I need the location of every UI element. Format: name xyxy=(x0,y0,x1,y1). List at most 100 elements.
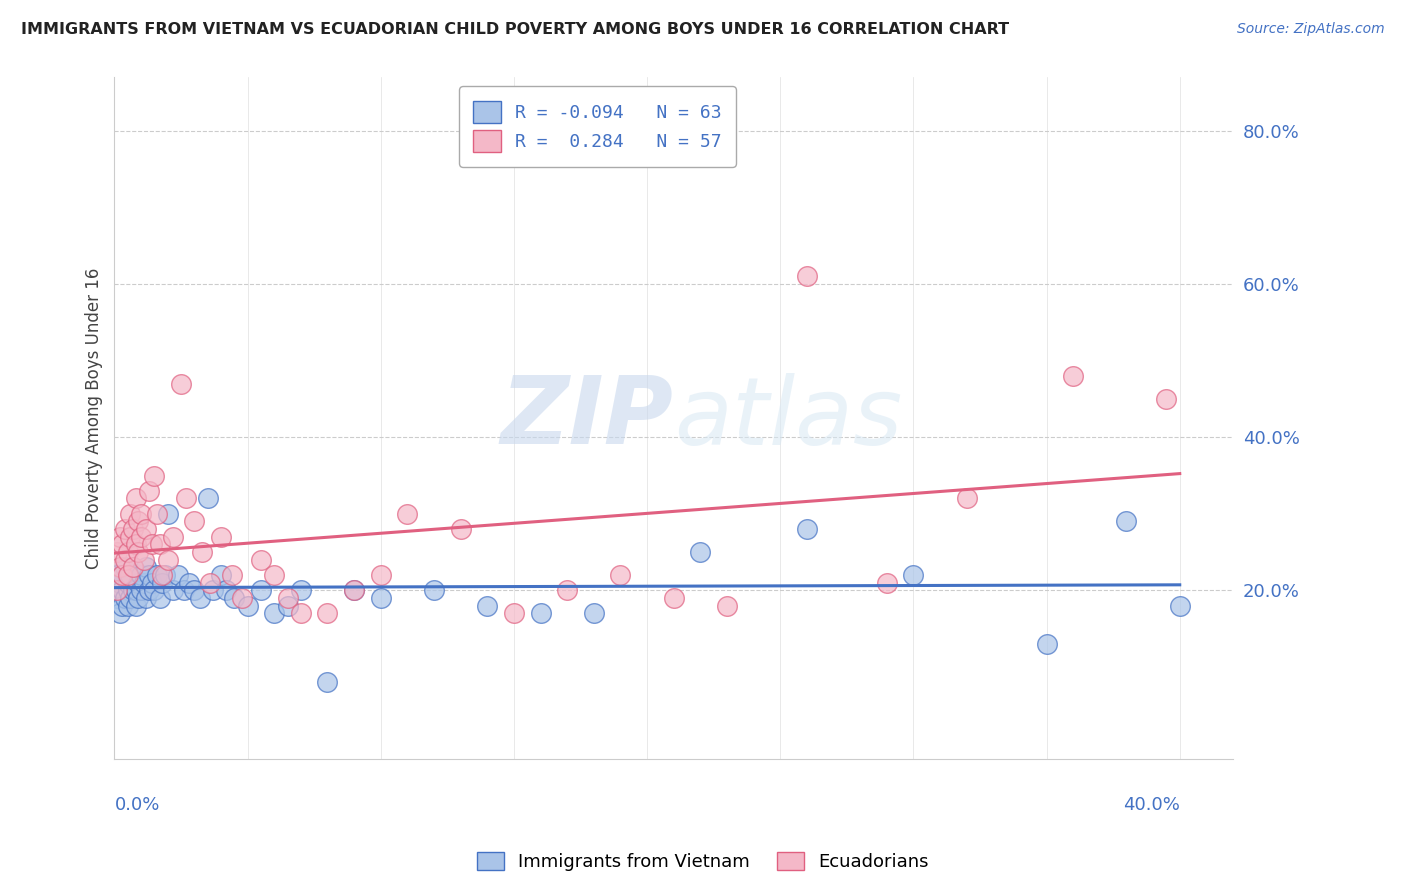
Point xyxy=(138,583,160,598)
Point xyxy=(290,583,312,598)
Point xyxy=(122,560,145,574)
Point xyxy=(167,568,190,582)
Point xyxy=(197,491,219,506)
Point xyxy=(125,491,148,506)
Point xyxy=(343,583,366,598)
Point xyxy=(529,607,551,621)
Point xyxy=(343,583,366,598)
Point xyxy=(114,560,136,574)
Point xyxy=(224,591,246,605)
Point xyxy=(370,591,392,605)
Point xyxy=(150,568,173,582)
Point xyxy=(201,583,224,598)
Point xyxy=(141,575,163,590)
Point xyxy=(108,530,131,544)
Point xyxy=(162,530,184,544)
Point xyxy=(716,599,738,613)
Point xyxy=(117,599,139,613)
Point xyxy=(250,553,273,567)
Point xyxy=(183,583,205,598)
Point xyxy=(111,537,134,551)
Point xyxy=(117,568,139,582)
Point xyxy=(956,491,979,506)
Point xyxy=(138,568,160,582)
Text: ZIP: ZIP xyxy=(501,372,673,464)
Point xyxy=(796,522,818,536)
Text: Source: ZipAtlas.com: Source: ZipAtlas.com xyxy=(1237,22,1385,37)
Point xyxy=(277,599,299,613)
Point xyxy=(316,675,339,690)
Point xyxy=(221,568,243,582)
Point xyxy=(177,575,200,590)
Text: 0.0%: 0.0% xyxy=(114,797,160,814)
Text: 40.0%: 40.0% xyxy=(1123,797,1180,814)
Point xyxy=(209,568,232,582)
Point xyxy=(141,537,163,551)
Point xyxy=(150,575,173,590)
Point xyxy=(316,607,339,621)
Point xyxy=(132,575,155,590)
Point xyxy=(1062,369,1084,384)
Point xyxy=(143,468,166,483)
Text: IMMIGRANTS FROM VIETNAM VS ECUADORIAN CHILD POVERTY AMONG BOYS UNDER 16 CORRELAT: IMMIGRANTS FROM VIETNAM VS ECUADORIAN CH… xyxy=(21,22,1010,37)
Point xyxy=(129,568,152,582)
Point xyxy=(122,522,145,536)
Point xyxy=(129,583,152,598)
Point xyxy=(903,568,925,582)
Point xyxy=(117,575,139,590)
Point xyxy=(662,591,685,605)
Point xyxy=(609,568,631,582)
Point xyxy=(114,591,136,605)
Point xyxy=(236,599,259,613)
Point xyxy=(1156,392,1178,406)
Point xyxy=(111,568,134,582)
Text: atlas: atlas xyxy=(673,373,903,464)
Point xyxy=(125,599,148,613)
Point xyxy=(477,599,499,613)
Point xyxy=(114,522,136,536)
Point xyxy=(396,507,419,521)
Point xyxy=(450,522,472,536)
Point xyxy=(127,575,149,590)
Point xyxy=(231,591,253,605)
Point xyxy=(183,515,205,529)
Point xyxy=(111,568,134,582)
Point xyxy=(125,537,148,551)
Point xyxy=(423,583,446,598)
Point xyxy=(215,583,238,598)
Point xyxy=(111,599,134,613)
Point xyxy=(108,560,131,574)
Point xyxy=(1168,599,1191,613)
Point xyxy=(129,530,152,544)
Legend: R = -0.094   N = 63, R =  0.284   N = 57: R = -0.094 N = 63, R = 0.284 N = 57 xyxy=(458,87,737,167)
Point xyxy=(108,575,131,590)
Point xyxy=(149,537,172,551)
Point xyxy=(162,583,184,598)
Point xyxy=(555,583,578,598)
Point xyxy=(127,545,149,559)
Point xyxy=(153,568,176,582)
Point xyxy=(135,522,157,536)
Point xyxy=(173,583,195,598)
Point xyxy=(105,568,128,582)
Point xyxy=(176,491,198,506)
Point xyxy=(146,568,169,582)
Point xyxy=(370,568,392,582)
Point xyxy=(188,591,211,605)
Point xyxy=(105,591,128,605)
Point xyxy=(129,507,152,521)
Point xyxy=(135,560,157,574)
Point xyxy=(796,269,818,284)
Point xyxy=(120,530,142,544)
Point xyxy=(1115,515,1137,529)
Point xyxy=(120,568,142,582)
Point xyxy=(138,483,160,498)
Point xyxy=(689,545,711,559)
Point xyxy=(120,507,142,521)
Point xyxy=(132,553,155,567)
Point xyxy=(290,607,312,621)
Point xyxy=(876,575,898,590)
Point xyxy=(120,591,142,605)
Point xyxy=(125,583,148,598)
Point xyxy=(263,568,285,582)
